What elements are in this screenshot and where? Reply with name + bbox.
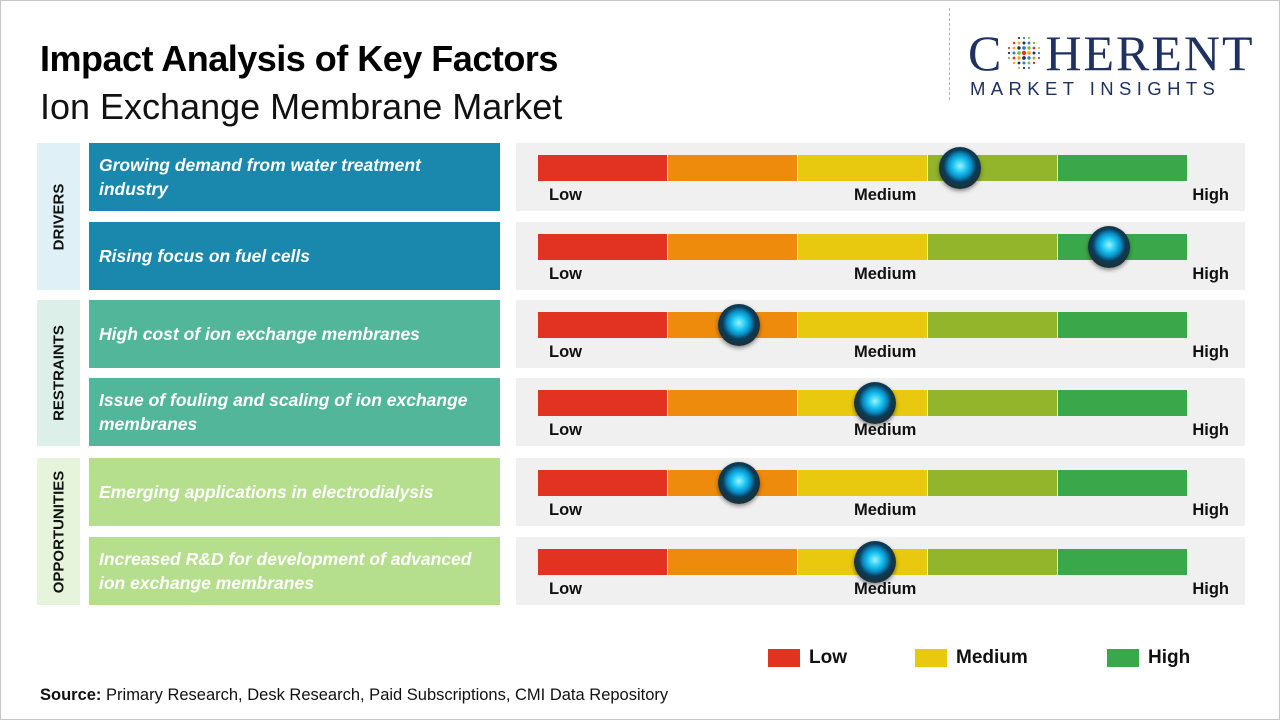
legend-label-high: High bbox=[1148, 647, 1191, 668]
gauge-scale-bar bbox=[538, 155, 1187, 181]
legend-label-medium: Medium bbox=[956, 647, 1028, 668]
source-note: Source: Primary Research, Desk Research,… bbox=[40, 686, 668, 705]
gauge-medium-label: Medium bbox=[854, 421, 917, 439]
gauge-segment bbox=[798, 155, 927, 181]
category-band-drivers: DRIVERS bbox=[37, 143, 80, 290]
legend-item-medium: Medium bbox=[915, 647, 1028, 669]
gauge-segment bbox=[798, 470, 927, 496]
gauge-segment bbox=[668, 155, 797, 181]
gauge-segment bbox=[1058, 470, 1187, 496]
legend-swatch-medium bbox=[915, 649, 947, 667]
gauge-medium-label: Medium bbox=[854, 501, 917, 519]
impact-gauge: Low Medium High bbox=[516, 143, 1245, 211]
gauge-high-label: High bbox=[1192, 343, 1229, 361]
impact-marker bbox=[718, 304, 761, 346]
gauge-segment bbox=[668, 390, 797, 416]
category-label: OPPORTUNITIES bbox=[50, 470, 67, 593]
impact-marker bbox=[718, 462, 761, 504]
gauge-low-label: Low bbox=[549, 265, 582, 283]
impact-marker bbox=[854, 541, 897, 583]
gauge-segment bbox=[928, 312, 1057, 338]
gauge-segment bbox=[538, 234, 667, 260]
gauge-scale-bar bbox=[538, 470, 1187, 496]
source-prefix: Source: bbox=[40, 686, 102, 704]
impact-gauge: Low Medium High bbox=[516, 300, 1245, 368]
page-subtitle: Ion Exchange Membrane Market bbox=[40, 86, 563, 127]
gauge-high-label: High bbox=[1192, 501, 1229, 519]
impact-marker bbox=[854, 382, 897, 424]
gauge-segment bbox=[928, 234, 1057, 260]
gauge-segment bbox=[798, 312, 927, 338]
company-logo: C HERENT bbox=[968, 26, 1260, 80]
impact-gauge: Low Medium High bbox=[516, 222, 1245, 290]
factor-label: Issue of fouling and scaling of ion exch… bbox=[89, 378, 500, 446]
gauge-low-label: Low bbox=[549, 343, 582, 361]
gauge-medium-label: Medium bbox=[854, 186, 917, 204]
gauge-segment bbox=[668, 234, 797, 260]
category-band-restraints: RESTRAINTS bbox=[37, 300, 80, 446]
legend-swatch-low bbox=[768, 649, 800, 667]
gauge-segment bbox=[1058, 549, 1187, 575]
gauge-low-label: Low bbox=[549, 501, 582, 519]
factor-label: High cost of ion exchange membranes bbox=[89, 300, 500, 368]
gauge-segment bbox=[1058, 155, 1187, 181]
gauge-segment bbox=[538, 390, 667, 416]
factor-label: Growing demand from water treatment indu… bbox=[89, 143, 500, 211]
gauge-high-label: High bbox=[1192, 186, 1229, 204]
gauge-segment bbox=[798, 234, 927, 260]
logo-text-start: C bbox=[968, 25, 1004, 81]
impact-gauge: Low Medium High bbox=[516, 458, 1245, 526]
gauge-segment bbox=[538, 549, 667, 575]
gauge-segment bbox=[538, 312, 667, 338]
gauge-segment bbox=[928, 549, 1057, 575]
gauge-low-label: Low bbox=[549, 186, 582, 204]
gauge-medium-label: Medium bbox=[854, 343, 917, 361]
factor-label: Rising focus on fuel cells bbox=[89, 222, 500, 290]
legend-item-low: Low bbox=[768, 647, 847, 669]
gauge-medium-label: Medium bbox=[854, 265, 917, 283]
gauge-low-label: Low bbox=[549, 421, 582, 439]
logo-text-end: HERENT bbox=[1045, 25, 1255, 81]
gauge-high-label: High bbox=[1192, 421, 1229, 439]
logo-divider bbox=[949, 8, 950, 100]
factor-label: Emerging applications in electrodialysis bbox=[89, 458, 500, 526]
gauge-scale-bar bbox=[538, 312, 1187, 338]
impact-gauge: Low Medium High bbox=[516, 537, 1245, 605]
gauge-high-label: High bbox=[1192, 265, 1229, 283]
gauge-high-label: High bbox=[1192, 580, 1229, 598]
page-title: Impact Analysis of Key Factors bbox=[40, 38, 558, 79]
legend-item-high: High bbox=[1107, 647, 1190, 669]
gauge-segment bbox=[1058, 390, 1187, 416]
gauge-segment bbox=[1058, 312, 1187, 338]
legend-label-low: Low bbox=[809, 647, 847, 668]
category-band-opportunities: OPPORTUNITIES bbox=[37, 458, 80, 605]
impact-gauge: Low Medium High bbox=[516, 378, 1245, 446]
factor-label: Increased R&D for development of advance… bbox=[89, 537, 500, 605]
impact-marker bbox=[938, 147, 981, 189]
globe-dots-icon bbox=[1008, 36, 1041, 70]
impact-marker bbox=[1088, 226, 1131, 268]
gauge-segment bbox=[538, 470, 667, 496]
gauge-segment bbox=[538, 155, 667, 181]
logo-tagline: MARKET INSIGHTS bbox=[970, 78, 1221, 99]
source-text: Primary Research, Desk Research, Paid Su… bbox=[101, 686, 669, 704]
gauge-segment bbox=[668, 549, 797, 575]
legend-swatch-high bbox=[1107, 649, 1139, 667]
gauge-segment bbox=[928, 470, 1057, 496]
category-label: DRIVERS bbox=[50, 183, 67, 250]
category-label: RESTRAINTS bbox=[50, 325, 67, 421]
gauge-medium-label: Medium bbox=[854, 580, 917, 598]
gauge-segment bbox=[928, 390, 1057, 416]
gauge-low-label: Low bbox=[549, 580, 582, 598]
